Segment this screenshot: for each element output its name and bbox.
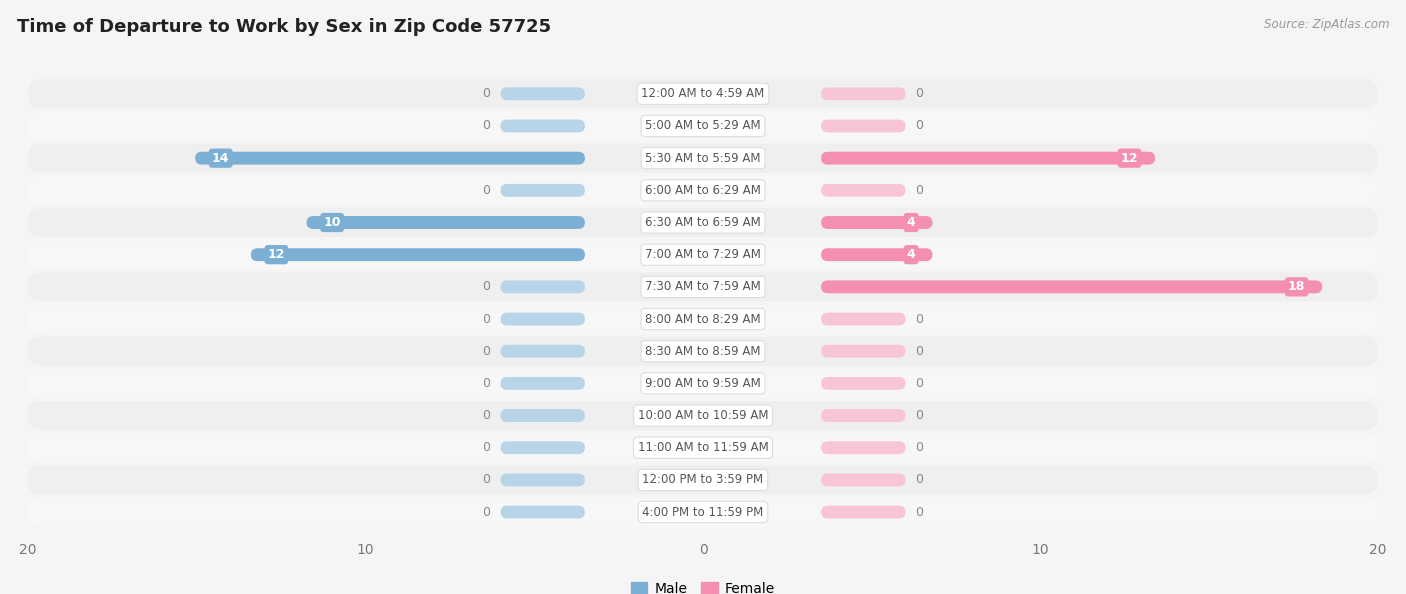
FancyBboxPatch shape bbox=[28, 401, 1378, 430]
Text: 12: 12 bbox=[267, 248, 285, 261]
FancyBboxPatch shape bbox=[821, 505, 905, 519]
FancyBboxPatch shape bbox=[821, 441, 905, 454]
FancyBboxPatch shape bbox=[821, 151, 1156, 165]
Text: 0: 0 bbox=[915, 409, 924, 422]
Text: 7:00 AM to 7:29 AM: 7:00 AM to 7:29 AM bbox=[645, 248, 761, 261]
Text: 0: 0 bbox=[482, 409, 491, 422]
Text: 0: 0 bbox=[915, 119, 924, 132]
Text: 9:00 AM to 9:59 AM: 9:00 AM to 9:59 AM bbox=[645, 377, 761, 390]
FancyBboxPatch shape bbox=[28, 80, 1378, 108]
Text: 10: 10 bbox=[323, 216, 340, 229]
Text: 12:00 AM to 4:59 AM: 12:00 AM to 4:59 AM bbox=[641, 87, 765, 100]
FancyBboxPatch shape bbox=[501, 119, 585, 132]
Text: 0: 0 bbox=[915, 441, 924, 454]
FancyBboxPatch shape bbox=[28, 176, 1378, 205]
Text: Time of Departure to Work by Sex in Zip Code 57725: Time of Departure to Work by Sex in Zip … bbox=[17, 18, 551, 36]
FancyBboxPatch shape bbox=[501, 473, 585, 486]
Text: 0: 0 bbox=[482, 473, 491, 486]
FancyBboxPatch shape bbox=[28, 433, 1378, 462]
Text: 4: 4 bbox=[907, 248, 915, 261]
FancyBboxPatch shape bbox=[501, 505, 585, 519]
FancyBboxPatch shape bbox=[821, 473, 905, 486]
FancyBboxPatch shape bbox=[821, 409, 905, 422]
FancyBboxPatch shape bbox=[28, 208, 1378, 237]
Text: 0: 0 bbox=[482, 377, 491, 390]
FancyBboxPatch shape bbox=[195, 151, 585, 165]
FancyBboxPatch shape bbox=[821, 280, 1322, 293]
Text: 0: 0 bbox=[915, 505, 924, 519]
FancyBboxPatch shape bbox=[821, 345, 905, 358]
Text: 0: 0 bbox=[915, 377, 924, 390]
Text: 6:00 AM to 6:29 AM: 6:00 AM to 6:29 AM bbox=[645, 184, 761, 197]
FancyBboxPatch shape bbox=[501, 184, 585, 197]
FancyBboxPatch shape bbox=[501, 87, 585, 100]
FancyBboxPatch shape bbox=[28, 498, 1378, 526]
Text: 4: 4 bbox=[907, 216, 915, 229]
FancyBboxPatch shape bbox=[28, 240, 1378, 269]
Text: 4:00 PM to 11:59 PM: 4:00 PM to 11:59 PM bbox=[643, 505, 763, 519]
FancyBboxPatch shape bbox=[28, 112, 1378, 140]
Text: 0: 0 bbox=[915, 345, 924, 358]
FancyBboxPatch shape bbox=[821, 377, 905, 390]
FancyBboxPatch shape bbox=[28, 305, 1378, 333]
FancyBboxPatch shape bbox=[28, 273, 1378, 301]
FancyBboxPatch shape bbox=[821, 312, 905, 326]
Text: 0: 0 bbox=[482, 184, 491, 197]
Text: 14: 14 bbox=[212, 151, 229, 165]
FancyBboxPatch shape bbox=[821, 248, 932, 261]
Text: 10:00 AM to 10:59 AM: 10:00 AM to 10:59 AM bbox=[638, 409, 768, 422]
FancyBboxPatch shape bbox=[250, 248, 585, 261]
Text: 5:30 AM to 5:59 AM: 5:30 AM to 5:59 AM bbox=[645, 151, 761, 165]
FancyBboxPatch shape bbox=[821, 119, 905, 132]
Text: 6:30 AM to 6:59 AM: 6:30 AM to 6:59 AM bbox=[645, 216, 761, 229]
Text: 0: 0 bbox=[482, 345, 491, 358]
FancyBboxPatch shape bbox=[501, 345, 585, 358]
Text: 5:00 AM to 5:29 AM: 5:00 AM to 5:29 AM bbox=[645, 119, 761, 132]
Text: 0: 0 bbox=[915, 87, 924, 100]
FancyBboxPatch shape bbox=[28, 337, 1378, 366]
FancyBboxPatch shape bbox=[821, 216, 932, 229]
FancyBboxPatch shape bbox=[28, 144, 1378, 173]
Text: 18: 18 bbox=[1288, 280, 1305, 293]
FancyBboxPatch shape bbox=[28, 369, 1378, 398]
FancyBboxPatch shape bbox=[307, 216, 585, 229]
FancyBboxPatch shape bbox=[501, 409, 585, 422]
Text: 0: 0 bbox=[915, 312, 924, 326]
FancyBboxPatch shape bbox=[501, 312, 585, 326]
Text: 0: 0 bbox=[482, 87, 491, 100]
Text: 0: 0 bbox=[482, 441, 491, 454]
Text: 0: 0 bbox=[482, 312, 491, 326]
FancyBboxPatch shape bbox=[821, 87, 905, 100]
Text: 12: 12 bbox=[1121, 151, 1139, 165]
Text: 11:00 AM to 11:59 AM: 11:00 AM to 11:59 AM bbox=[638, 441, 768, 454]
Text: 7:30 AM to 7:59 AM: 7:30 AM to 7:59 AM bbox=[645, 280, 761, 293]
Text: 0: 0 bbox=[482, 119, 491, 132]
FancyBboxPatch shape bbox=[501, 441, 585, 454]
Text: 8:30 AM to 8:59 AM: 8:30 AM to 8:59 AM bbox=[645, 345, 761, 358]
FancyBboxPatch shape bbox=[28, 466, 1378, 494]
FancyBboxPatch shape bbox=[501, 280, 585, 293]
Text: 12:00 PM to 3:59 PM: 12:00 PM to 3:59 PM bbox=[643, 473, 763, 486]
Text: 0: 0 bbox=[915, 473, 924, 486]
Text: 0: 0 bbox=[482, 280, 491, 293]
FancyBboxPatch shape bbox=[501, 377, 585, 390]
Text: Source: ZipAtlas.com: Source: ZipAtlas.com bbox=[1264, 18, 1389, 31]
Text: 0: 0 bbox=[482, 505, 491, 519]
Legend: Male, Female: Male, Female bbox=[626, 577, 780, 594]
Text: 8:00 AM to 8:29 AM: 8:00 AM to 8:29 AM bbox=[645, 312, 761, 326]
Text: 0: 0 bbox=[915, 184, 924, 197]
FancyBboxPatch shape bbox=[821, 184, 905, 197]
